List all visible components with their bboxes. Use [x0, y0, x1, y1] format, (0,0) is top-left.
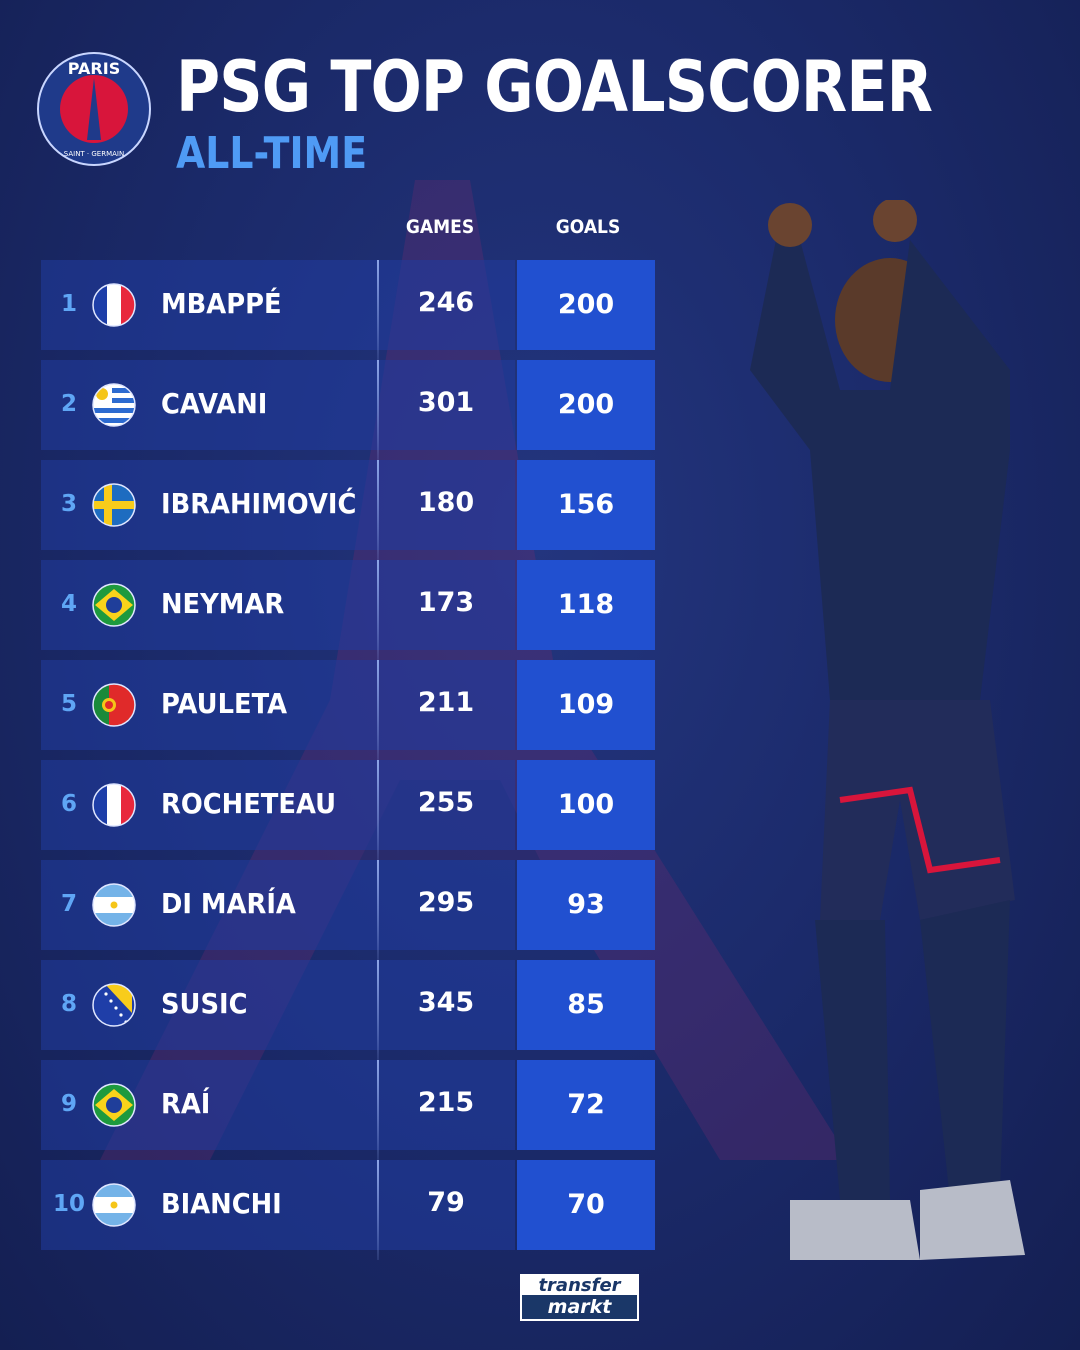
column-divider [377, 1060, 379, 1160]
column-divider [377, 960, 379, 1060]
goals-box [517, 660, 655, 750]
table-row: 9 RAÍ 215 72 [41, 1060, 655, 1160]
flag-bosnia-icon [92, 983, 136, 1027]
table-row: 3 IBRAHIMOVIĆ 180 156 [41, 460, 655, 560]
flag-sweden-icon [92, 483, 136, 527]
player-photo [750, 200, 1025, 1260]
column-divider [377, 260, 379, 360]
transfermarkt-logo: transfer markt [520, 1274, 639, 1321]
goals-box [517, 860, 655, 950]
goals-value: 118 [557, 589, 615, 620]
goals-box [517, 260, 655, 350]
table-row: 1 MBAPPÉ 246 200 [41, 260, 655, 360]
rank: 5 [60, 691, 77, 717]
svg-text:SAINT · GERMAIN: SAINT · GERMAIN [64, 150, 124, 158]
rank: 3 [60, 491, 77, 517]
games-value: 301 [417, 387, 475, 418]
column-divider [377, 360, 379, 460]
flag-uruguay-icon [92, 383, 136, 427]
goals-value: 156 [557, 489, 615, 520]
games-value: 246 [417, 287, 475, 318]
table-row: 10 BIANCHI 79 70 [41, 1160, 655, 1260]
svg-text:PARIS: PARIS [68, 59, 120, 78]
page-subtitle: ALL-TIME [176, 128, 368, 179]
flag-france-icon [92, 283, 136, 327]
goals-box [517, 560, 655, 650]
flag-brazil-icon [92, 1083, 136, 1127]
games-value: 215 [417, 1087, 475, 1118]
goals-box [517, 960, 655, 1050]
player-name: BIANCHI [161, 1187, 282, 1220]
column-divider [377, 560, 379, 660]
goals-box [517, 460, 655, 550]
flag-argentina-icon [92, 883, 136, 927]
games-value: 180 [417, 487, 475, 518]
table-row: 7 DI MARÍA 295 93 [41, 860, 655, 960]
goals-box [517, 1160, 655, 1250]
player-name: CAVANI [161, 387, 268, 420]
rank: 8 [60, 991, 77, 1017]
rank: 6 [60, 791, 77, 817]
goals-value: 200 [557, 389, 615, 420]
table-row: 5 PAULETA 211 109 [41, 660, 655, 760]
games-value: 295 [417, 887, 475, 918]
games-value: 345 [417, 987, 475, 1018]
table-row: 8 SUSIC 345 85 [41, 960, 655, 1060]
page-title: PSG TOP GOALSCORER [176, 46, 933, 128]
goals-value: 93 [567, 889, 605, 920]
column-divider [377, 1160, 379, 1260]
table-row: 4 NEYMAR 173 118 [41, 560, 655, 660]
goals-value: 109 [557, 689, 615, 720]
rank: 2 [60, 391, 77, 417]
games-value: 173 [417, 587, 475, 618]
player-name: DI MARÍA [161, 887, 296, 920]
games-value: 79 [427, 1187, 465, 1218]
player-name: RAÍ [161, 1087, 211, 1120]
rank: 7 [60, 891, 77, 917]
player-name: SUSIC [161, 987, 248, 1020]
goals-box [517, 360, 655, 450]
rank: 4 [60, 591, 77, 617]
goals-value: 72 [567, 1089, 605, 1120]
rank: 1 [60, 291, 77, 317]
goals-value: 85 [567, 989, 605, 1020]
rank: 9 [60, 1091, 77, 1117]
games-value: 211 [417, 687, 475, 718]
goals-value: 100 [557, 789, 615, 820]
goals-value: 200 [557, 289, 615, 320]
flag-portugal-icon [92, 683, 136, 727]
flag-argentina-icon [92, 1183, 136, 1227]
column-divider [377, 460, 379, 560]
player-name: PAULETA [161, 687, 288, 720]
column-header-goals: GOALS [555, 216, 621, 238]
column-divider [377, 660, 379, 760]
column-divider [377, 760, 379, 860]
rank: 10 [52, 1191, 85, 1217]
goals-box [517, 760, 655, 850]
psg-logo: PARIS SAINT · GERMAIN [37, 52, 151, 166]
player-name: MBAPPÉ [161, 287, 282, 320]
table-row: 2 CAVANI 301 200 [41, 360, 655, 460]
flag-brazil-icon [92, 583, 136, 627]
column-header-games: GAMES [405, 216, 475, 238]
player-name: NEYMAR [161, 587, 285, 620]
flag-france-icon [92, 783, 136, 827]
goals-value: 70 [567, 1189, 605, 1220]
player-name: IBRAHIMOVIĆ [161, 487, 357, 520]
player-name: ROCHETEAU [161, 787, 337, 820]
games-value: 255 [417, 787, 475, 818]
table-row: 6 ROCHETEAU 255 100 [41, 760, 655, 860]
goals-box [517, 1060, 655, 1150]
column-divider [377, 860, 379, 960]
